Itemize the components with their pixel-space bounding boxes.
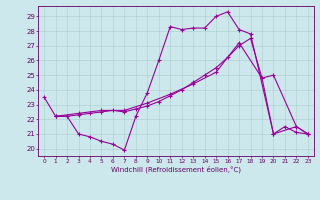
- X-axis label: Windchill (Refroidissement éolien,°C): Windchill (Refroidissement éolien,°C): [111, 165, 241, 173]
